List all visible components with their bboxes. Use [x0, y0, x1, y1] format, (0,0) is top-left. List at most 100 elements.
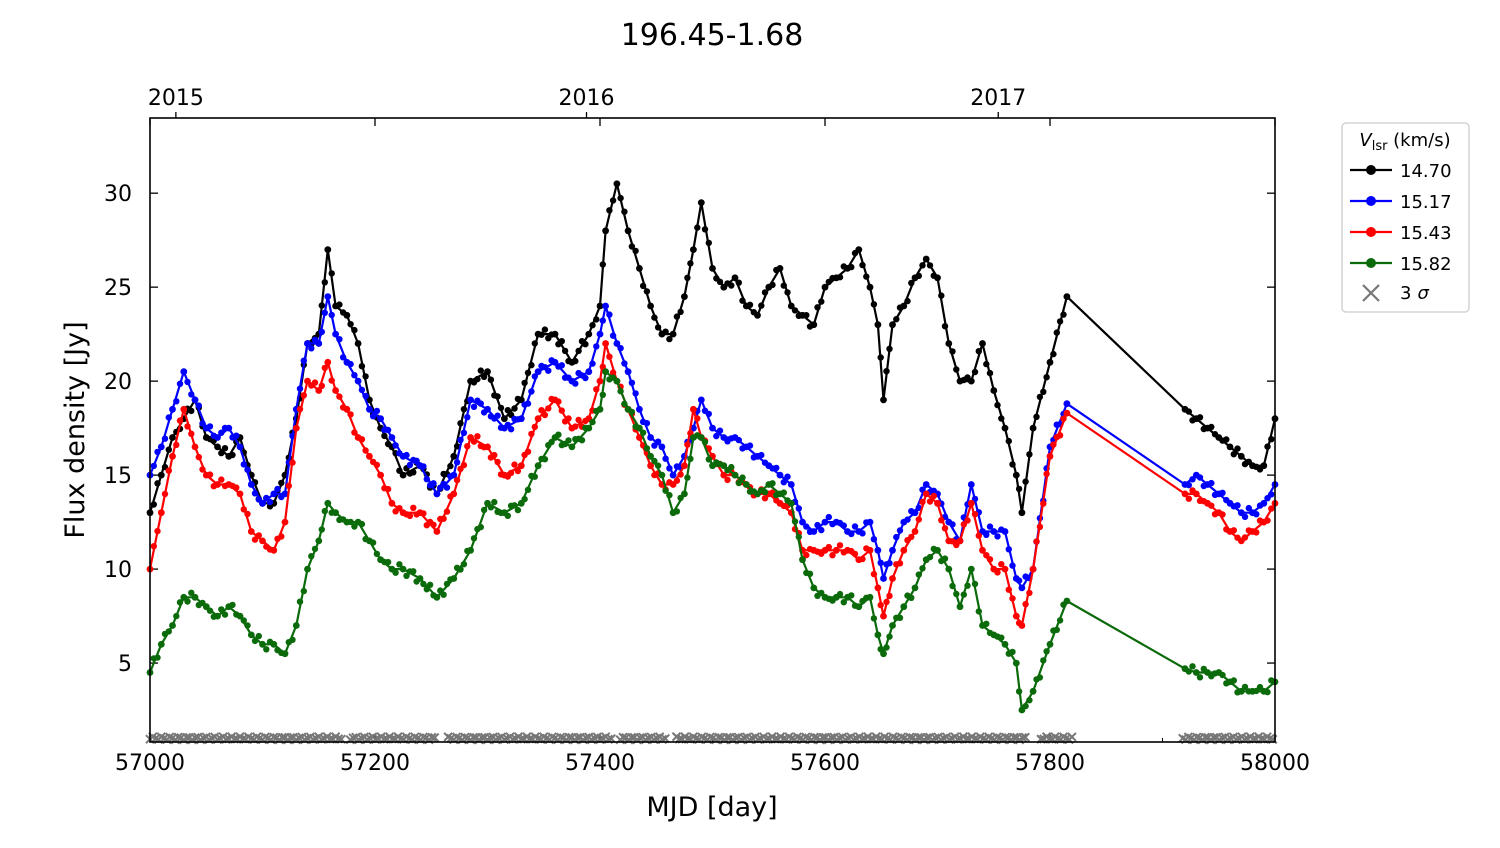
series-point-15.82 — [416, 575, 424, 582]
series-point-14.70 — [551, 330, 559, 338]
legend-entry-15.43: 15.43 — [1350, 223, 1452, 244]
series-point-15.43 — [524, 448, 532, 455]
series-point-15.82 — [251, 637, 259, 645]
series-point-15.82 — [658, 471, 666, 479]
series-point-15.82 — [514, 506, 522, 514]
series-point-15.17 — [528, 388, 535, 395]
series-point-14.70 — [1268, 436, 1275, 443]
threshold-x-stroke — [547, 732, 557, 742]
series-point-15.82 — [477, 523, 484, 531]
series-point-15.17 — [266, 498, 274, 506]
series-point-14.70 — [606, 207, 613, 214]
series-point-15.17 — [1189, 476, 1196, 483]
series-point-14.70 — [776, 265, 784, 272]
threshold-x-stroke — [691, 733, 701, 744]
series-point-15.17 — [636, 405, 643, 413]
series-point-15.82 — [369, 539, 377, 546]
series-point-14.70 — [572, 357, 579, 365]
series-point-15.82 — [666, 492, 673, 499]
series-point-15.17 — [880, 575, 887, 582]
series-point-15.17 — [321, 309, 328, 316]
series-point-15.43 — [292, 424, 300, 432]
series-point-15.43 — [975, 532, 982, 539]
series-point-15.43 — [474, 433, 481, 440]
series-point-14.70 — [938, 292, 945, 299]
threshold-x-stroke — [294, 733, 304, 743]
series-point-14.70 — [934, 274, 941, 282]
series-point-14.70 — [150, 501, 157, 508]
series-point-15.17 — [647, 434, 654, 441]
series-point-15.17 — [1018, 584, 1026, 592]
series-point-15.43 — [983, 552, 990, 559]
series-point-14.70 — [447, 462, 454, 470]
series-point-14.70 — [990, 387, 998, 394]
series-point-14.70 — [1223, 436, 1230, 443]
series-point-14.70 — [904, 297, 911, 305]
series-point-15.43 — [358, 436, 366, 443]
series-point-15.43 — [1253, 529, 1260, 536]
series-point-15.43 — [647, 462, 654, 470]
series-point-15.17 — [877, 559, 884, 566]
series-point-15.82 — [926, 553, 934, 561]
threshold-x-stroke — [446, 733, 456, 744]
series-point-15.17 — [886, 560, 893, 567]
series-point-14.70 — [780, 282, 787, 289]
series-point-15.43 — [450, 490, 458, 498]
series-point-15.43 — [289, 459, 296, 466]
series-point-15.43 — [247, 528, 255, 535]
series-point-15.17 — [986, 523, 994, 530]
series-point-15.82 — [919, 565, 926, 572]
series-point-15.82 — [617, 388, 624, 395]
series-point-15.82 — [1043, 648, 1050, 655]
series-point-15.43 — [593, 386, 600, 393]
series-point-15.82 — [548, 438, 555, 446]
series-point-15.43 — [877, 601, 884, 609]
series-point-15.17 — [470, 403, 478, 410]
series-point-14.70 — [453, 443, 461, 450]
series-point-14.70 — [1029, 424, 1037, 432]
threshold-x-stroke — [404, 733, 415, 744]
series-point-14.70 — [399, 471, 407, 479]
threshold-x-stroke — [795, 733, 805, 743]
series-point-15.82 — [324, 499, 332, 507]
series-point-15.17 — [713, 432, 720, 440]
series-point-15.17 — [949, 521, 956, 528]
series-point-14.70 — [531, 340, 538, 347]
series-point-14.70 — [814, 304, 821, 311]
series-point-15.43 — [1043, 470, 1050, 478]
series-point-15.82 — [720, 462, 728, 470]
threshold-marker — [913, 732, 924, 743]
threshold-x-stroke — [1020, 732, 1030, 742]
series-point-15.43 — [1018, 622, 1026, 629]
threshold-marker — [547, 732, 557, 742]
threshold-x-stroke — [730, 733, 741, 743]
threshold-x-stroke — [1061, 733, 1072, 744]
series-point-15.43 — [236, 490, 244, 498]
series-point-15.17 — [799, 518, 806, 526]
legend-entries: 14.70 15.17 15.43 15.82 — [1350, 161, 1452, 275]
series-point-15.43 — [964, 517, 971, 524]
series-point-14.70 — [504, 407, 511, 414]
series-point-15.82 — [399, 565, 407, 573]
series-point-15.17 — [606, 311, 613, 318]
series-point-15.17 — [609, 332, 617, 339]
series-point-15.82 — [651, 457, 658, 465]
legend-title-unit: (km/s) — [1387, 130, 1450, 151]
series-point-14.70 — [855, 246, 863, 254]
legend-title-v: V — [1359, 130, 1373, 151]
threshold-marker — [164, 732, 175, 742]
series-point-15.82 — [662, 487, 669, 494]
series-point-15.82 — [541, 456, 549, 463]
series-point-15.43 — [259, 537, 266, 545]
series-point-15.43 — [911, 528, 919, 535]
threshold-marker — [429, 732, 440, 743]
series-point-15.17 — [247, 481, 255, 488]
series-point-15.43 — [1241, 534, 1249, 541]
series-point-14.70 — [585, 330, 593, 338]
series-point-15.82 — [180, 593, 188, 601]
series-point-14.70 — [628, 243, 636, 250]
threshold-x-stroke — [992, 732, 1002, 742]
series-point-15.82 — [169, 622, 176, 629]
series-point-14.70 — [926, 262, 934, 269]
series-point-15.82 — [568, 443, 576, 451]
